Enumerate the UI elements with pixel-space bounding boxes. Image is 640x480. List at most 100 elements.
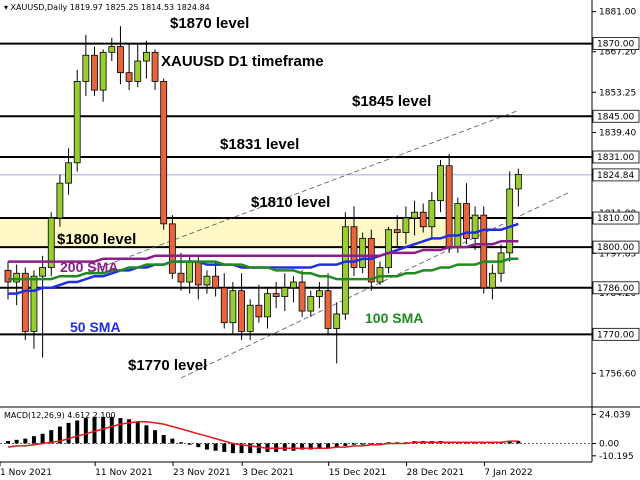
macd-bar bbox=[317, 443, 322, 449]
candle-body bbox=[246, 304, 254, 332]
candle bbox=[238, 273, 245, 341]
macd-bar bbox=[213, 443, 218, 451]
candle bbox=[91, 46, 98, 96]
candle-body bbox=[186, 261, 194, 283]
macd-bar bbox=[369, 443, 374, 445]
sma-label: 100 SMA bbox=[365, 310, 423, 326]
candle-body bbox=[229, 290, 237, 324]
candle bbox=[367, 229, 375, 291]
macd-bar bbox=[343, 443, 348, 446]
candle-body bbox=[488, 272, 496, 289]
level-label: $1770 level bbox=[128, 357, 207, 374]
candle-body bbox=[480, 214, 488, 289]
candle-body bbox=[315, 290, 323, 297]
candle-body bbox=[463, 203, 470, 239]
candle bbox=[480, 206, 488, 294]
candle-body bbox=[39, 267, 46, 277]
candle bbox=[168, 215, 176, 280]
candle bbox=[514, 168, 522, 207]
candle bbox=[411, 200, 418, 236]
candle bbox=[47, 212, 55, 277]
macd-bar bbox=[109, 416, 114, 444]
macd-bar bbox=[507, 441, 512, 444]
candle-body bbox=[108, 46, 116, 53]
macd-label: MACD(12,26,9) 4.612 2.100 bbox=[4, 411, 116, 420]
candle bbox=[73, 69, 81, 172]
macd-bar bbox=[282, 443, 287, 451]
date-tick-label: 15 Dec 2021 bbox=[329, 468, 387, 478]
candle bbox=[212, 261, 220, 297]
candle bbox=[99, 49, 107, 102]
candle bbox=[117, 26, 124, 85]
date-tick-label: 1 Nov 2021 bbox=[0, 468, 52, 478]
candle-body bbox=[385, 229, 393, 268]
candle-body bbox=[255, 304, 263, 318]
price-tick-label: 1839.40 bbox=[599, 129, 636, 139]
price-tick-label: 1797.85 bbox=[599, 249, 636, 259]
candle-body bbox=[194, 261, 202, 286]
candle bbox=[333, 302, 341, 364]
chart-header: ▾ XAUUSD,Daily 1819.97 1825.25 1814.53 1… bbox=[4, 3, 210, 12]
macd-bar bbox=[153, 430, 158, 444]
date-tick-label: 23 Nov 2021 bbox=[173, 468, 231, 478]
sma-label: 50 SMA bbox=[70, 319, 121, 335]
macd-bar bbox=[196, 443, 201, 448]
candle bbox=[229, 281, 237, 335]
candle-body bbox=[168, 223, 176, 274]
series-line-100-sma bbox=[8, 257, 519, 281]
candle-body bbox=[367, 237, 375, 283]
candle-body bbox=[402, 217, 410, 233]
candle bbox=[290, 276, 297, 303]
candle bbox=[488, 264, 496, 300]
macd-bar bbox=[187, 443, 192, 445]
candle-body bbox=[341, 226, 349, 315]
candle-body bbox=[333, 313, 341, 329]
candle bbox=[142, 40, 150, 79]
candle bbox=[56, 174, 64, 227]
level-tag-label: 1786.00 bbox=[597, 284, 634, 294]
candle bbox=[437, 159, 444, 213]
level-tag-label: 1810.00 bbox=[597, 214, 634, 224]
candle-body bbox=[437, 165, 444, 201]
macd-bar bbox=[118, 418, 123, 444]
macd-bar bbox=[101, 416, 106, 444]
candle-body bbox=[376, 267, 384, 283]
candle-body bbox=[324, 290, 332, 329]
macd-bar bbox=[83, 418, 88, 444]
macd-bar bbox=[144, 425, 149, 444]
macd-tick-label: -10.195 bbox=[599, 452, 634, 462]
macd-bar bbox=[230, 443, 235, 454]
candle bbox=[264, 287, 271, 329]
candle-body bbox=[212, 275, 220, 289]
level-tag-box bbox=[592, 150, 640, 164]
candle-body bbox=[359, 237, 367, 268]
macd-bar bbox=[334, 443, 339, 448]
level-tag-label: 1870.00 bbox=[597, 40, 634, 50]
annotations: ▾ XAUUSD,Daily 1819.97 1825.25 1814.53 1… bbox=[4, 3, 431, 374]
macd-bar bbox=[377, 443, 382, 445]
candle bbox=[463, 183, 470, 245]
candle-body bbox=[99, 51, 107, 91]
level-label: $1800 level bbox=[57, 231, 136, 248]
current-price-tag-box bbox=[592, 168, 640, 182]
candle bbox=[125, 43, 133, 91]
candle-body bbox=[272, 293, 280, 297]
level-label: $1845 level bbox=[352, 93, 431, 110]
macd-bar bbox=[291, 443, 296, 451]
macd-bar bbox=[23, 438, 28, 444]
candle bbox=[307, 290, 315, 317]
macd-bar bbox=[516, 441, 521, 444]
candle bbox=[39, 255, 46, 358]
candle-body bbox=[125, 72, 133, 82]
level-label: $1831 level bbox=[220, 136, 299, 153]
macd-tick-label: 24.039 bbox=[599, 410, 631, 420]
candle-body bbox=[4, 269, 12, 283]
macd-bar bbox=[161, 435, 166, 444]
level-tag-box bbox=[592, 327, 640, 341]
candle bbox=[402, 206, 410, 245]
candle-body bbox=[21, 272, 29, 332]
macd-bar bbox=[326, 443, 331, 449]
candle-body bbox=[177, 272, 185, 283]
